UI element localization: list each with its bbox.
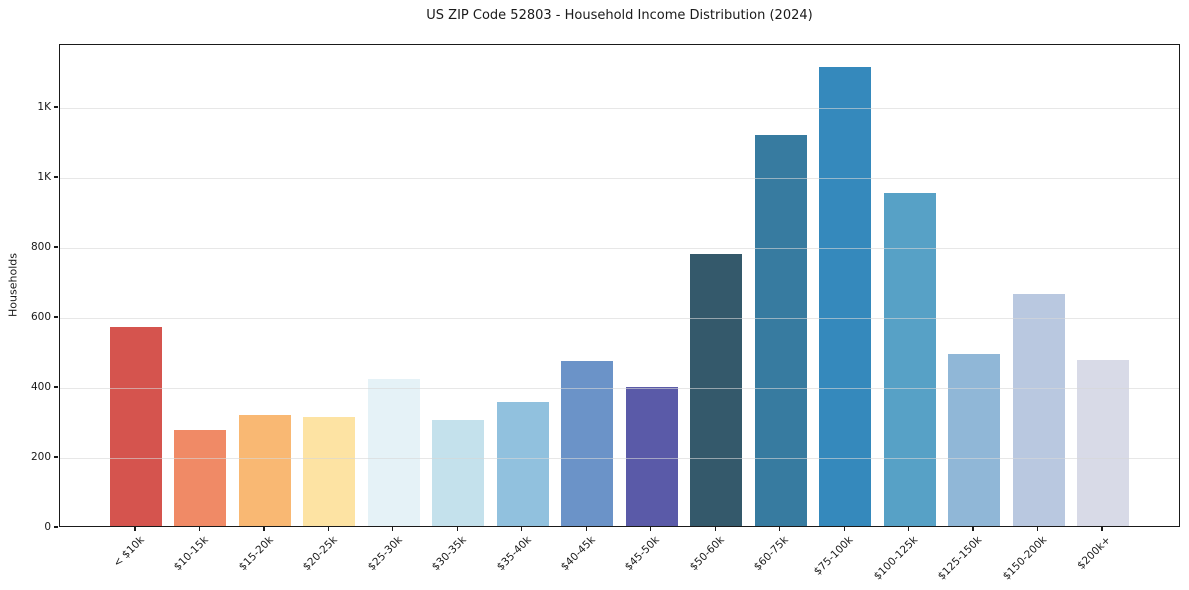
x-tick-label: $45-50k <box>623 534 663 574</box>
x-tick-label: $125-150k <box>936 534 985 583</box>
y-tick-label: 400 <box>30 381 51 393</box>
bar-$35-40k <box>496 402 549 526</box>
x-tick-label: $100-125k <box>871 534 921 583</box>
x-tick-mark <box>1036 527 1039 531</box>
y-tick-label: 800 <box>30 241 51 253</box>
bar-$150-200k <box>1012 294 1065 526</box>
gridline <box>60 317 1179 319</box>
y-tick-mark <box>54 106 59 108</box>
x-tick-label: < $10k <box>110 534 147 570</box>
y-tick-mark <box>54 316 59 318</box>
y-tick-label: 1K <box>37 101 51 113</box>
x-tick-label: $35-40k <box>494 534 534 574</box>
gridline <box>60 177 1179 179</box>
x-tick-label: $60-75k <box>752 534 792 574</box>
bar-$50-60k <box>690 254 743 526</box>
gridline <box>60 457 1179 459</box>
bar-$75-100k <box>819 66 872 526</box>
bar-$200k+ <box>1077 360 1129 526</box>
y-tick-label: 0 <box>44 521 51 533</box>
x-tick-mark <box>908 527 910 531</box>
x-tick-mark <box>972 527 974 531</box>
y-tick-mark <box>54 456 59 458</box>
bar-$15-20k <box>238 415 291 526</box>
y-tick-mark <box>54 386 59 388</box>
x-tick-label: $25-30k <box>365 534 405 574</box>
bar-$10-15k <box>174 430 227 526</box>
x-tick-mark <box>843 527 845 531</box>
x-tick-label: $200k+ <box>1075 534 1114 572</box>
bar-$125-150k <box>948 354 1001 526</box>
gridline <box>60 247 1179 249</box>
y-tick-mark <box>54 526 59 528</box>
x-tick-mark <box>456 527 458 531</box>
bar-< $10k <box>110 327 162 526</box>
y-tick-label: 600 <box>30 311 51 323</box>
y-axis-label: Households <box>6 253 20 317</box>
bar-$60-75k <box>754 135 807 526</box>
x-tick-mark <box>521 527 523 531</box>
bar-$100-125k <box>883 193 936 526</box>
x-tick-label: $10-15k <box>171 534 211 574</box>
x-tick-mark <box>1101 527 1103 531</box>
gridline <box>60 387 1179 389</box>
y-tick-mark <box>54 246 59 248</box>
gridline <box>60 107 1179 109</box>
bar-$40-45k <box>561 360 614 526</box>
x-tick-mark <box>392 527 394 531</box>
x-tick-mark <box>714 527 716 531</box>
x-tick-mark <box>327 527 329 531</box>
x-tick-mark <box>779 527 781 531</box>
x-tick-label: $40-45k <box>558 534 598 574</box>
x-tick-mark <box>585 527 587 531</box>
x-tick-mark <box>650 527 652 531</box>
y-tick-label: 200 <box>30 451 51 463</box>
plot-area <box>59 44 1180 527</box>
bar-$25-30k <box>367 378 420 526</box>
x-tick-label: $15-20k <box>236 534 276 574</box>
x-tick-label: $75-100k <box>811 534 856 578</box>
bar-$45-50k <box>625 386 678 526</box>
x-tick-mark <box>134 527 136 531</box>
x-tick-mark <box>263 527 265 531</box>
y-tick-mark <box>54 176 59 178</box>
chart-title: US ZIP Code 52803 - Household Income Dis… <box>426 8 813 23</box>
x-tick-mark <box>198 527 201 531</box>
x-tick-label: $150-200k <box>1000 534 1050 583</box>
x-tick-label: $50-60k <box>687 534 727 574</box>
x-tick-label: $30-35k <box>429 534 469 574</box>
y-tick-label: 1K <box>37 171 51 183</box>
bar-$30-35k <box>432 419 485 526</box>
bar-$20-25k <box>303 417 356 526</box>
x-tick-label: $20-25k <box>300 534 340 574</box>
